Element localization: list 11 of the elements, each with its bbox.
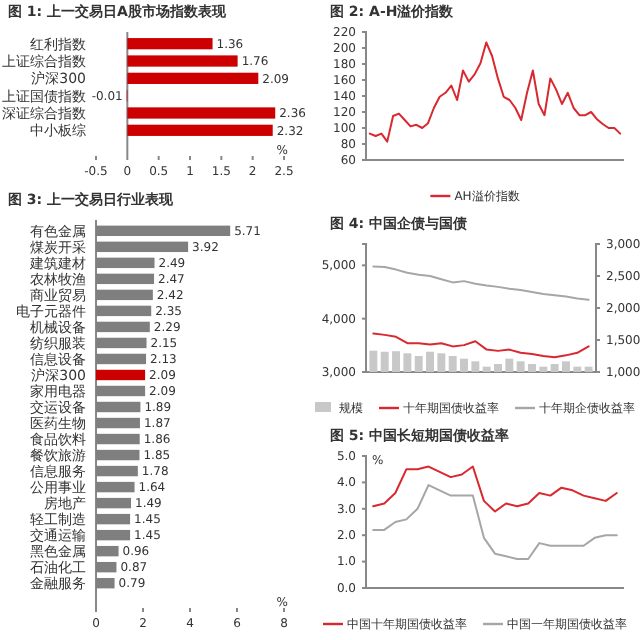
line-series <box>372 465 618 513</box>
bar <box>127 107 276 119</box>
line-series <box>368 41 622 143</box>
bar <box>127 124 273 136</box>
line-series <box>372 265 590 301</box>
line-series <box>372 484 618 560</box>
bar <box>96 369 146 381</box>
line-series <box>372 332 590 359</box>
bar <box>127 72 259 84</box>
bar <box>127 55 238 67</box>
bar <box>127 38 213 50</box>
